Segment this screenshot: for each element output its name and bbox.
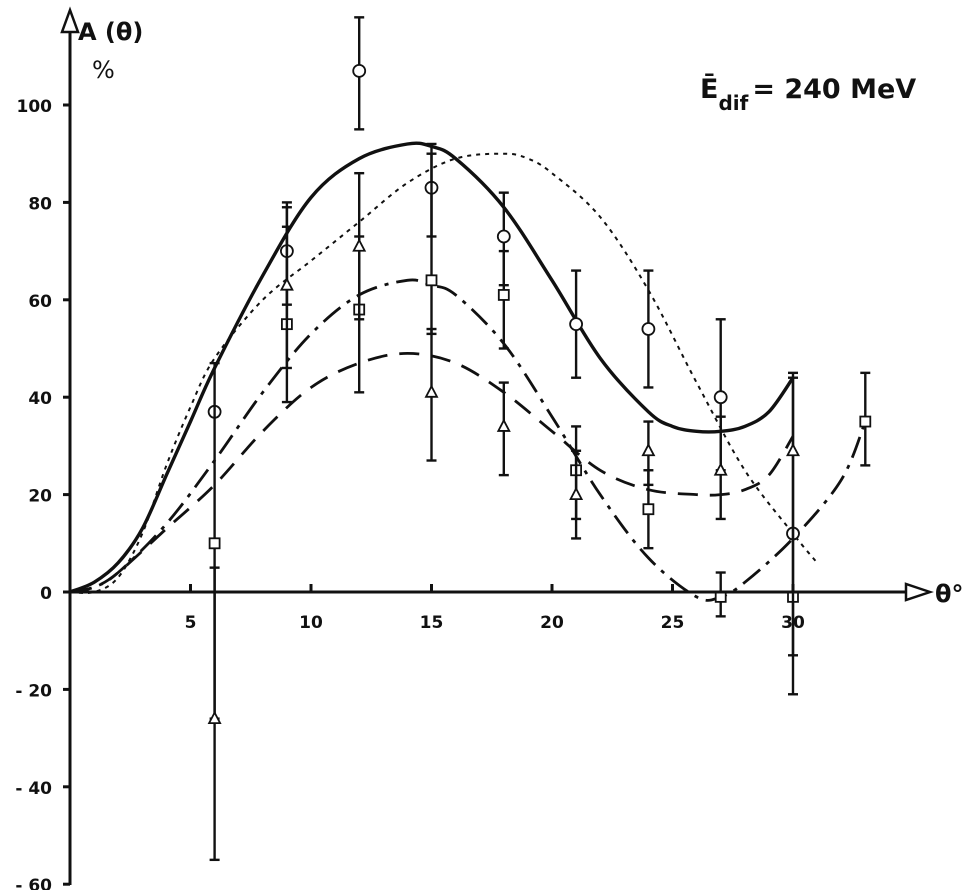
triangle-marker <box>207 710 222 725</box>
x-tick-label-25: 25 <box>661 613 685 633</box>
y-tick-label-0: - 60 <box>15 876 52 890</box>
square-marker <box>642 503 655 516</box>
triangle-marker <box>279 277 294 291</box>
x-tick-label-20: 20 <box>540 613 564 633</box>
triangle-point-8 <box>786 376 800 657</box>
triangle-marker <box>713 462 728 476</box>
y-tick-label-2: - 20 <box>15 681 52 701</box>
energy-annotation: Ēdif = 240 MeV <box>700 73 916 115</box>
circle-marker <box>569 317 583 332</box>
y-axis-arrow <box>60 6 80 34</box>
axes <box>60 6 934 885</box>
triangle-point-2 <box>352 171 367 321</box>
x-tick-label-10: 10 <box>299 613 323 633</box>
square-marker <box>425 274 438 287</box>
fit-curves <box>69 141 867 602</box>
triangle-marker <box>786 442 800 457</box>
circle-marker <box>641 322 656 336</box>
circle-marker <box>713 390 728 405</box>
triangle-marker <box>641 442 656 457</box>
circle-point-6 <box>641 269 656 389</box>
square-marker <box>497 289 510 301</box>
y-tick-label-8: 100 <box>17 97 53 117</box>
y-axis-title: A (θ) <box>78 18 143 46</box>
x-tick-label-30: 30 <box>781 613 805 633</box>
triangle-point-1 <box>279 225 294 404</box>
y-axis-unit: % <box>92 56 115 84</box>
axis-labels: A (θ) % θ° Ēdif = 240 MeV <box>78 18 964 608</box>
circle-marker <box>352 64 367 78</box>
triangle-point-0 <box>207 566 222 862</box>
triangle-point-6 <box>641 420 656 487</box>
triangle-marker <box>424 384 439 398</box>
ticks: 5 10 15 20 25 30 - 60 - 40 - 20 0 20 40 60 80 100 <box>15 97 805 890</box>
square-point-7 <box>714 571 727 618</box>
circle-point-2 <box>352 16 367 131</box>
triangle-point-4 <box>496 381 511 477</box>
data-points <box>207 16 872 862</box>
x-axis-title: θ° <box>935 580 964 608</box>
triangle-point-5 <box>569 449 584 540</box>
square-point-3 <box>425 152 438 336</box>
x-tick-label-5: 5 <box>185 613 197 633</box>
circle-point-5 <box>569 269 583 379</box>
energy-subscript: dif <box>718 91 748 115</box>
energy-symbol: Ē <box>700 73 718 105</box>
curve-dotted <box>69 152 818 595</box>
triangle-point-3 <box>424 327 439 462</box>
energy-value: = 240 MeV <box>752 74 916 105</box>
x-tick-label-15: 15 <box>420 613 444 633</box>
curve-dashdot <box>69 278 867 602</box>
square-marker <box>208 537 221 550</box>
triangle-marker <box>569 486 584 501</box>
y-tick-label-5: 40 <box>28 389 52 409</box>
y-tick-label-3: 0 <box>40 584 52 604</box>
square-point-4 <box>497 249 510 350</box>
triangle-marker <box>352 238 367 252</box>
y-tick-label-6: 60 <box>28 292 52 312</box>
triangle-marker <box>496 418 511 432</box>
y-tick-label-1: - 40 <box>15 779 52 799</box>
y-tick-label-4: 20 <box>28 487 52 507</box>
square-point-9 <box>859 371 872 467</box>
square-marker <box>859 415 872 428</box>
y-tick-label-7: 80 <box>28 194 52 214</box>
x-axis-arrow <box>904 582 934 602</box>
circle-marker <box>496 229 511 244</box>
triangle-point-7 <box>713 415 728 521</box>
circle-point-4 <box>496 191 511 287</box>
